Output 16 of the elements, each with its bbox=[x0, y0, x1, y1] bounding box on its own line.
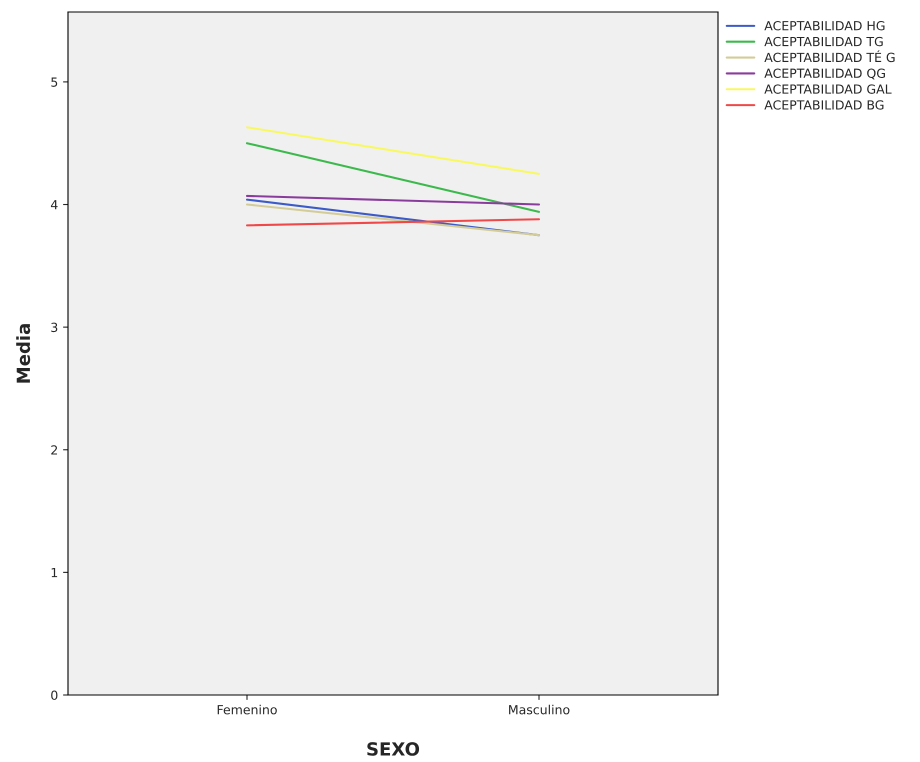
legend-label: ACEPTABILIDAD QG bbox=[764, 68, 885, 80]
y-tick-label: 3 bbox=[51, 322, 58, 332]
y-tick-label: 1 bbox=[52, 568, 58, 578]
x-tick-label: Femenino bbox=[218, 704, 277, 714]
legend-label: ACEPTABILIDAD TÉ G bbox=[764, 50, 895, 62]
x-tick-label: Masculino bbox=[509, 704, 570, 714]
y-tick-label: 2 bbox=[51, 445, 58, 455]
y-tick-label: 5 bbox=[51, 78, 58, 87]
legend-label: ACEPTABILIDAD BG bbox=[764, 100, 884, 110]
legend-label: ACEPTABILIDAD TG bbox=[764, 36, 883, 46]
x-axis-title: SEXO bbox=[367, 742, 420, 756]
y-tick-label: 0 bbox=[51, 690, 58, 700]
y-tick-label: 4 bbox=[50, 200, 58, 210]
legend-label: ACEPTABILIDAD GAL bbox=[764, 84, 892, 94]
y-axis-title: Media bbox=[16, 324, 30, 383]
legend-label: ACEPTABILIDAD HG bbox=[764, 20, 884, 30]
